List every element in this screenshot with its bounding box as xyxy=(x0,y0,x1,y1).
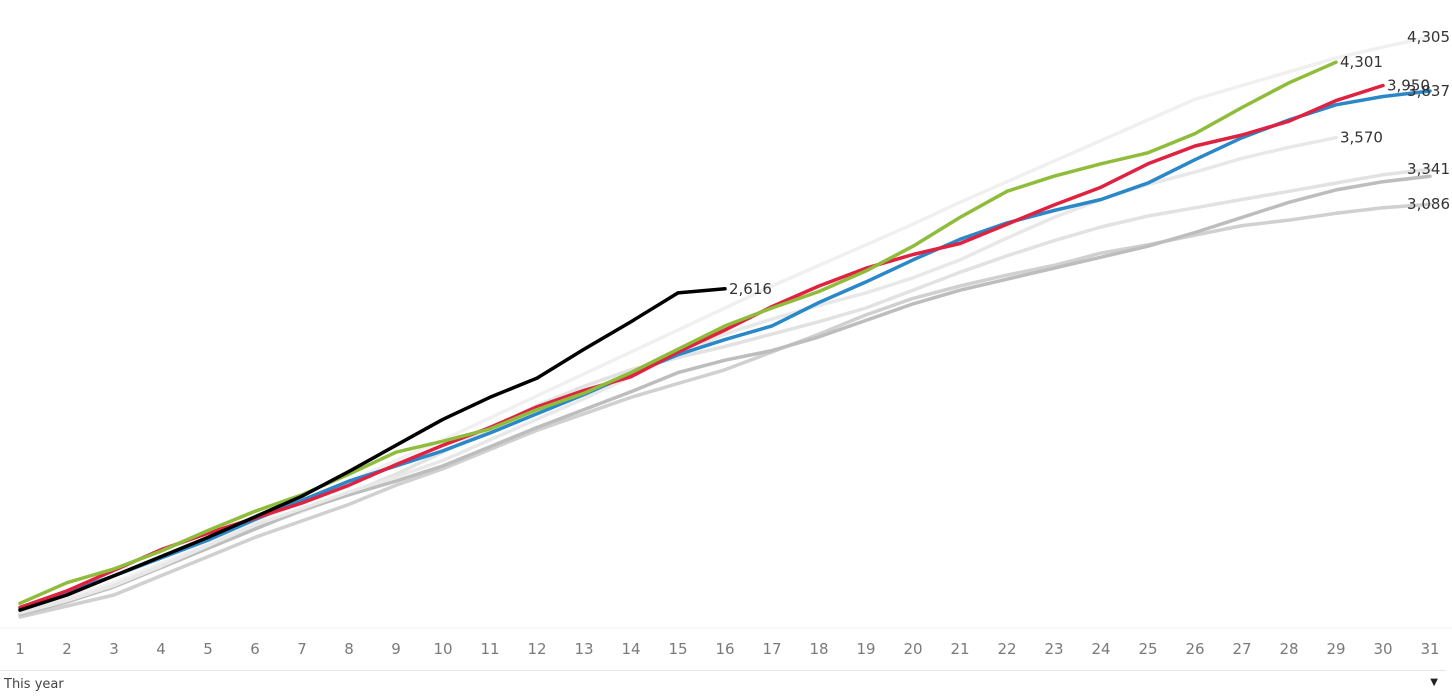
series-line-0 xyxy=(18,35,1432,614)
chevron-down-icon[interactable]: ▼ xyxy=(1430,677,1438,688)
x-tick-label: 12 xyxy=(527,640,546,658)
x-tick-label: 25 xyxy=(1138,640,1157,658)
x-tick-label: 11 xyxy=(480,640,499,658)
x-tick-label: 13 xyxy=(574,640,593,658)
x-tick-label: 7 xyxy=(297,640,307,658)
x-tick-label: 21 xyxy=(950,640,969,658)
x-tick-label: 4 xyxy=(156,640,166,658)
x-tick-label: 8 xyxy=(344,640,354,658)
series-layer xyxy=(18,35,1432,619)
end-value-label: 3,570 xyxy=(1340,129,1383,147)
x-tick-label: 5 xyxy=(203,640,213,658)
end-value-label: 3,086 xyxy=(1407,195,1450,213)
end-value-label: 3,341 xyxy=(1407,160,1450,178)
series-line-7 xyxy=(18,60,1338,606)
end-value-label: 3,950 xyxy=(1387,77,1430,95)
x-tick-label: 30 xyxy=(1373,640,1392,658)
end-value-label: 4,301 xyxy=(1340,53,1383,71)
filter-bar[interactable]: This year ▼ xyxy=(0,670,1446,696)
x-tick-label: 28 xyxy=(1279,640,1298,658)
x-tick-label: 1 xyxy=(15,640,25,658)
x-tick-label: 14 xyxy=(621,640,640,658)
filter-label: This year xyxy=(4,677,64,692)
x-tick-label: 27 xyxy=(1232,640,1251,658)
series-line-4 xyxy=(18,135,1338,615)
series-line-3 xyxy=(18,174,1432,617)
x-tick-label: 29 xyxy=(1326,640,1345,658)
series-line-5 xyxy=(18,89,1432,611)
x-tick-label: 18 xyxy=(809,640,828,658)
x-tick-label: 26 xyxy=(1185,640,1204,658)
x-tick-label: 31 xyxy=(1420,640,1439,658)
x-tick-label: 19 xyxy=(856,640,875,658)
x-tick-label: 22 xyxy=(997,640,1016,658)
x-tick-label: 3 xyxy=(109,640,119,658)
x-tick-label: 6 xyxy=(250,640,260,658)
x-axis-ticks: 1 2 3 4 5 6 7 8 9 10 11 12 13 14 15 16 17 18 19 20 21 22 23 24 2… xyxy=(15,640,1439,658)
x-tick-label: 24 xyxy=(1091,640,1110,658)
x-tick-label: 10 xyxy=(433,640,452,658)
x-tick-label: 9 xyxy=(391,640,401,658)
end-value-label: 2,616 xyxy=(729,280,772,298)
x-tick-label: 17 xyxy=(762,640,781,658)
x-tick-label: 16 xyxy=(715,640,734,658)
x-tick-label: 20 xyxy=(903,640,922,658)
end-value-label: 3,837 xyxy=(1407,82,1450,100)
x-tick-label: 23 xyxy=(1044,640,1063,658)
series-line-8 xyxy=(18,287,727,612)
x-tick-label: 15 xyxy=(668,640,687,658)
series-line-1 xyxy=(18,202,1432,619)
x-tick-label: 2 xyxy=(62,640,72,658)
end-value-label: 4,305 xyxy=(1407,28,1450,46)
